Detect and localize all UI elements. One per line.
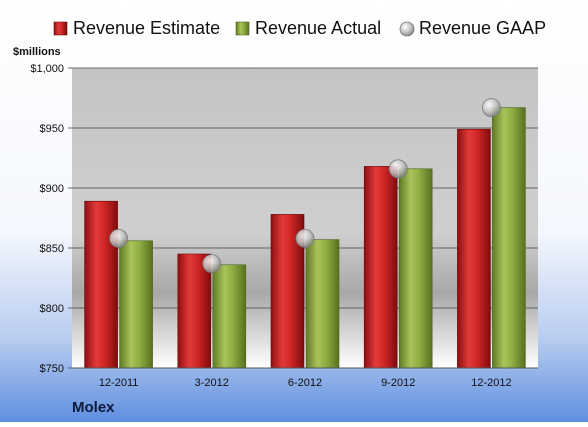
y-tick-label: $900 (40, 183, 64, 195)
legend-label: Revenue Actual (255, 18, 381, 38)
x-tick-label: 12-2012 (471, 377, 511, 389)
marker-revenue-gaap (109, 228, 128, 248)
y-tick-label: $750 (40, 363, 64, 375)
bar-revenue-actual (398, 168, 433, 369)
legend-label: Revenue GAAP (419, 18, 546, 38)
legend-swatch-revenue-actual (235, 21, 250, 36)
x-tick-label: 9-2012 (381, 377, 415, 389)
bar-revenue-estimate (84, 200, 118, 369)
y-tick-label: $800 (40, 303, 64, 315)
legend-label: Revenue Estimate (73, 18, 220, 38)
legend-swatch-revenue-estimate (53, 21, 68, 36)
marker-revenue-gaap (481, 98, 501, 117)
bar-revenue-actual (492, 107, 526, 369)
marker-revenue-gaap (388, 159, 408, 179)
x-axis-labels: 12-2011 3-2012 6-2012 9-2012 12-2012 (99, 377, 512, 389)
gaap-markers (109, 98, 501, 274)
unit-label: $millions (13, 46, 61, 58)
bar-revenue-actual (305, 239, 340, 369)
bar-revenue-estimate (457, 128, 491, 369)
legend: Revenue Estimate Revenue Actual Revenue GA… (53, 18, 546, 38)
legend-swatch-revenue-gaap (399, 21, 415, 37)
x-tick-label: 3-2012 (195, 377, 229, 389)
x-tick-label: 12-2011 (99, 377, 139, 389)
bars (84, 107, 526, 369)
bar-revenue-actual (119, 240, 153, 369)
x-tick-label: 6-2012 (288, 377, 322, 389)
y-tick-label: $1,000 (30, 63, 64, 75)
bar-revenue-estimate (177, 253, 212, 369)
company-name: Molex (72, 399, 115, 416)
marker-revenue-gaap (202, 254, 222, 274)
y-axis-ticks: $750 $800 $850 $900 $950 $1,000 (30, 63, 72, 375)
y-tick-label: $850 (40, 243, 64, 255)
marker-revenue-gaap (295, 228, 315, 248)
bar-revenue-actual (212, 264, 247, 369)
bar-revenue-estimate (363, 166, 398, 369)
y-tick-label: $950 (40, 123, 64, 135)
